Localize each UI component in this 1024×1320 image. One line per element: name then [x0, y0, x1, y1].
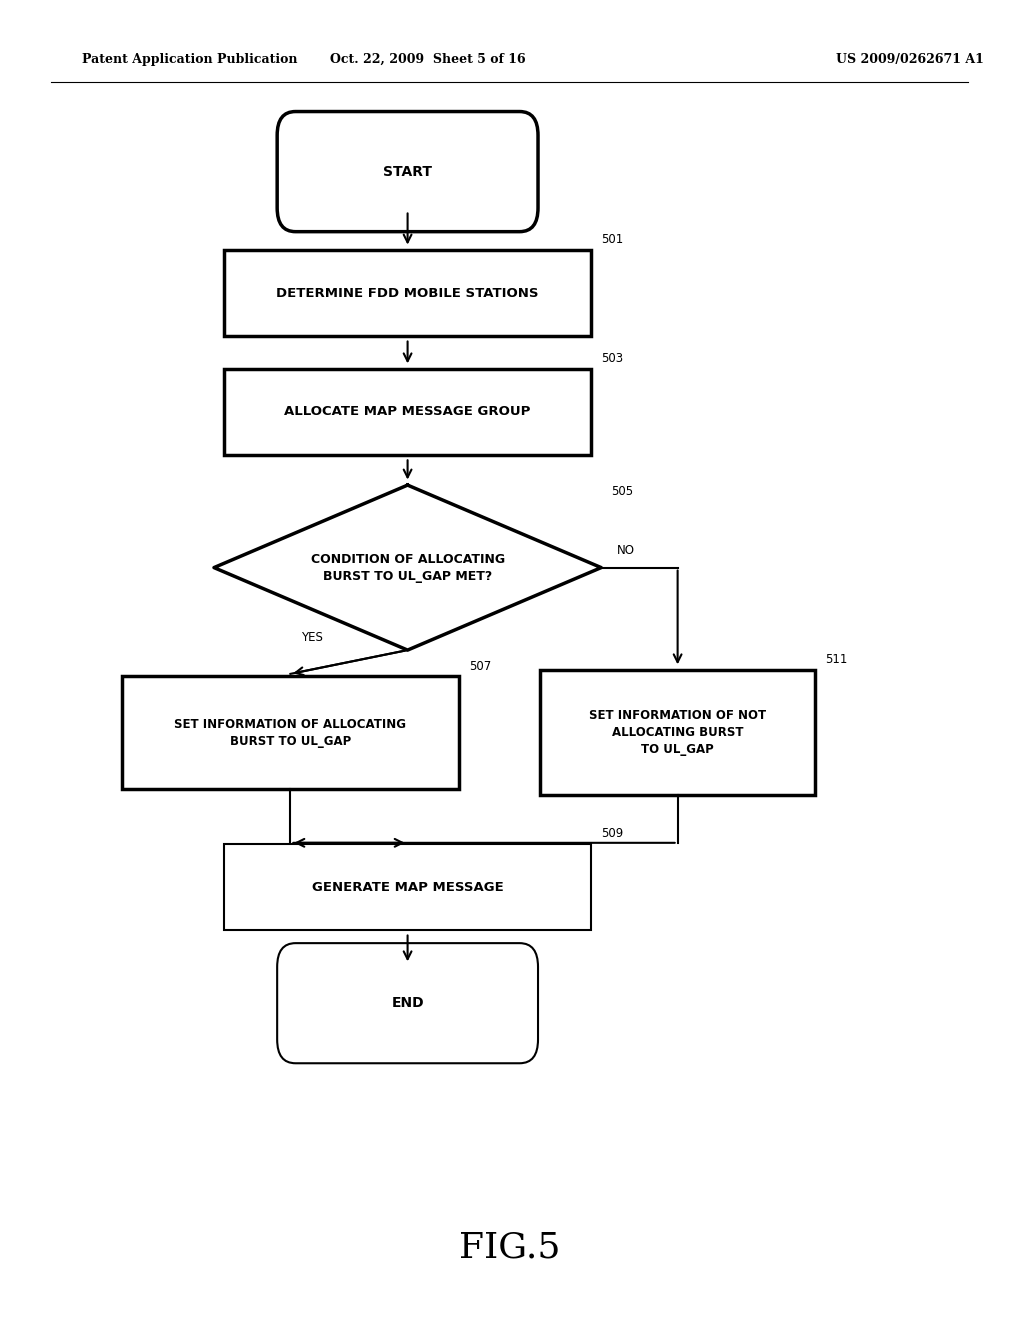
- Text: NO: NO: [616, 544, 635, 557]
- Bar: [224, 370, 591, 454]
- Bar: [224, 251, 591, 335]
- Text: FIG.5: FIG.5: [459, 1230, 560, 1265]
- Text: END: END: [391, 997, 424, 1010]
- FancyBboxPatch shape: [278, 112, 538, 232]
- FancyBboxPatch shape: [278, 942, 538, 1064]
- Text: YES: YES: [301, 631, 323, 644]
- Bar: [224, 845, 591, 929]
- Text: DETERMINE FDD MOBILE STATIONS: DETERMINE FDD MOBILE STATIONS: [276, 286, 539, 300]
- Text: SET INFORMATION OF NOT
ALLOCATING BURST
TO UL_GAP: SET INFORMATION OF NOT ALLOCATING BURST …: [589, 709, 766, 756]
- Bar: [540, 669, 815, 795]
- Text: 501: 501: [601, 234, 624, 246]
- Text: 509: 509: [601, 828, 624, 840]
- Bar: [122, 676, 459, 788]
- Text: SET INFORMATION OF ALLOCATING
BURST TO UL_GAP: SET INFORMATION OF ALLOCATING BURST TO U…: [174, 718, 407, 747]
- Text: 507: 507: [469, 660, 490, 672]
- Text: CONDITION OF ALLOCATING
BURST TO UL_GAP MET?: CONDITION OF ALLOCATING BURST TO UL_GAP …: [310, 553, 505, 582]
- Text: Oct. 22, 2009  Sheet 5 of 16: Oct. 22, 2009 Sheet 5 of 16: [330, 53, 525, 66]
- Polygon shape: [214, 486, 601, 651]
- Text: US 2009/0262671 A1: US 2009/0262671 A1: [836, 53, 983, 66]
- Text: 511: 511: [825, 653, 848, 667]
- Text: 503: 503: [601, 352, 624, 366]
- Text: Patent Application Publication: Patent Application Publication: [82, 53, 297, 66]
- Text: START: START: [383, 165, 432, 178]
- Text: ALLOCATE MAP MESSAGE GROUP: ALLOCATE MAP MESSAGE GROUP: [285, 405, 530, 418]
- Text: GENERATE MAP MESSAGE: GENERATE MAP MESSAGE: [311, 880, 504, 894]
- Text: 505: 505: [611, 486, 634, 498]
